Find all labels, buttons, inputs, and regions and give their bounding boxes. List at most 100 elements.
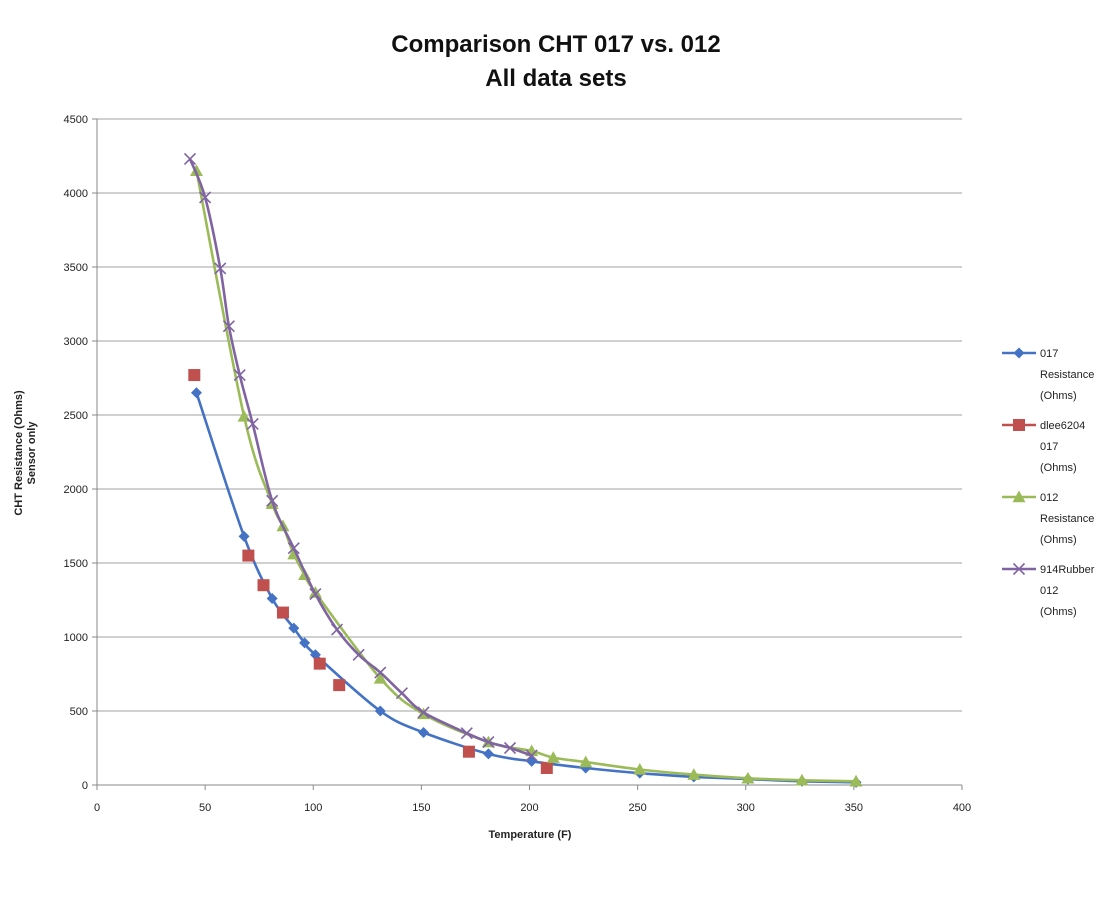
data-point	[214, 262, 227, 275]
data-point	[313, 657, 326, 670]
data-point	[633, 762, 647, 775]
data-point	[374, 666, 387, 679]
y-axis-title-line-1: CHT Resistance (Ohms)	[13, 390, 25, 516]
legend-label: (Ohms)	[1040, 534, 1077, 546]
y-tick-label: 3500	[64, 262, 88, 274]
series-line	[195, 392, 857, 784]
data-point	[352, 648, 365, 661]
data-point	[579, 755, 593, 768]
x-tick-label: 350	[845, 802, 863, 814]
legend-label: (Ohms)	[1040, 390, 1077, 402]
data-point	[266, 494, 279, 507]
series-line	[188, 158, 533, 757]
chart-title: Comparison CHT 017 vs. 012	[391, 31, 720, 58]
x-tick-label: 50	[199, 802, 211, 814]
data-point	[188, 369, 201, 382]
gridlines	[92, 118, 962, 786]
y-tick-label: 2500	[64, 410, 88, 422]
x-tick-label: 0	[94, 802, 100, 814]
data-point	[525, 749, 538, 762]
data-point	[233, 368, 246, 382]
data-point	[373, 671, 387, 684]
legend-entry-1: dlee6204 017 (Ohms)	[1002, 419, 1085, 474]
data-point	[482, 736, 495, 749]
data-point	[246, 417, 259, 430]
axes	[96, 119, 963, 790]
data-point	[546, 751, 560, 763]
legend-label: Resistance	[1040, 369, 1094, 381]
data-point	[287, 542, 300, 555]
data-point	[222, 320, 235, 333]
legend-entry-3: 914Rubber 012 (Ohms)	[1002, 562, 1095, 618]
data-point	[482, 748, 494, 760]
data-point	[374, 705, 386, 717]
x-tick-label: 300	[737, 802, 755, 814]
data-point	[460, 727, 473, 740]
data-point	[395, 687, 408, 700]
y-tick-label: 4500	[64, 114, 88, 126]
data-point	[540, 761, 553, 774]
data-point	[503, 741, 517, 755]
legend-label: 012	[1040, 585, 1058, 597]
legend-label: 017	[1040, 348, 1058, 360]
series-0	[190, 387, 862, 788]
legend-label: dlee6204	[1040, 420, 1085, 432]
data-point	[242, 549, 255, 562]
x-axis-title: Temperature (F)	[489, 829, 572, 841]
data-point	[266, 593, 278, 605]
y-axis-title: CHT Resistance (Ohms) Sensor only	[13, 390, 38, 516]
legend-label: Resistance	[1040, 513, 1094, 525]
legend-marker	[1013, 347, 1025, 359]
series-3	[183, 152, 538, 762]
series-2	[189, 164, 863, 787]
legend: 017 Resistance (Ohms) dlee6204 017 (Ohms) 012 R…	[1002, 347, 1095, 618]
series-layer	[183, 152, 863, 788]
legend-entry-2: 012 Resistance (Ohms)	[1002, 490, 1094, 546]
y-tick-label: 4000	[64, 188, 88, 200]
legend-label: 012	[1040, 492, 1058, 504]
data-point	[418, 726, 430, 738]
y-tick-labels: 0 500 1000 1500 2000 2500 3000 3500 4000 4500	[64, 114, 88, 792]
data-point	[257, 579, 270, 592]
y-axis-title-line-2: Sensor only	[26, 421, 38, 485]
data-point	[238, 530, 250, 542]
x-tick-label: 200	[520, 802, 538, 814]
data-point	[849, 774, 863, 787]
data-point	[309, 649, 321, 661]
data-point	[795, 773, 809, 786]
y-tick-label: 1500	[64, 558, 88, 570]
y-tick-label: 2000	[64, 484, 88, 496]
chart-subtitle: All data sets	[485, 65, 626, 92]
x-tick-label: 400	[953, 802, 971, 814]
y-tick-label: 500	[70, 706, 88, 718]
legend-label: (Ohms)	[1040, 462, 1077, 474]
x-tick-labels: 0 50 100 150 200 250 300 350 400	[94, 802, 971, 814]
data-point	[189, 164, 203, 176]
data-point	[526, 755, 538, 767]
data-point	[288, 622, 300, 634]
data-point	[462, 745, 475, 758]
legend-label: 914Rubber	[1040, 564, 1095, 576]
y-tick-label: 3000	[64, 336, 88, 348]
legend-entry-0: 017 Resistance (Ohms)	[1002, 347, 1094, 402]
series-line	[195, 170, 857, 783]
x-tick-label: 250	[628, 802, 646, 814]
legend-label: 017	[1040, 441, 1058, 453]
x-tick-label: 150	[412, 802, 430, 814]
data-point	[299, 637, 311, 649]
data-point	[741, 771, 755, 784]
x-tick-label: 100	[304, 802, 322, 814]
data-point	[199, 191, 212, 204]
legend-marker	[1012, 562, 1026, 576]
data-point	[309, 588, 322, 601]
legend-marker	[1013, 419, 1025, 431]
data-point	[333, 679, 346, 692]
data-point	[687, 768, 701, 780]
legend-label: (Ohms)	[1040, 606, 1077, 618]
legend-marker	[1012, 490, 1026, 503]
y-tick-label: 0	[82, 780, 88, 792]
data-point	[190, 387, 202, 399]
data-point	[417, 706, 430, 719]
